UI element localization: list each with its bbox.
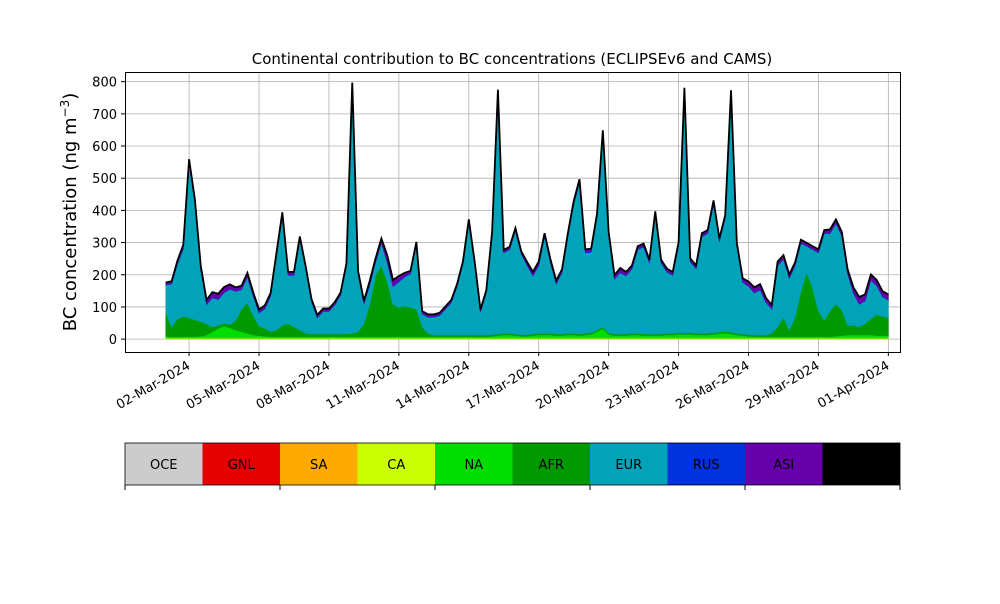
x-tick-label: 01-Apr-2024	[815, 358, 892, 411]
x-ticks: 02-Mar-202405-Mar-202408-Mar-202411-Mar-…	[114, 352, 892, 413]
legend-label-na: NA	[464, 458, 483, 473]
chart-title: Continental contribution to BC concentra…	[252, 50, 773, 68]
x-tick-label: 20-Mar-2024	[534, 358, 613, 412]
x-tick-label: 11-Mar-2024	[324, 358, 403, 412]
legend-label-eur: EUR	[615, 458, 642, 473]
legend-label-gnl: GNL	[228, 458, 256, 473]
y-tick-label: 400	[92, 204, 117, 219]
x-tick-label: 29-Mar-2024	[743, 358, 822, 412]
colorbar-legend: OCE GNL SA CA NA AFR EUR RUS ASI AUS	[125, 443, 900, 490]
legend-label-ca: CA	[387, 458, 405, 473]
y-tick-label: 600	[92, 140, 117, 155]
legend-label-sa: SA	[310, 458, 327, 473]
y-tick-label: 700	[92, 108, 117, 123]
y-axis-label-main: BC concentration (ng m	[60, 117, 81, 331]
x-tick-label: 08-Mar-2024	[254, 358, 333, 412]
y-tick-label: 100	[92, 301, 117, 316]
series-areas	[166, 83, 889, 340]
y-tick-label: 200	[92, 269, 117, 284]
y-tick-label: 0	[109, 333, 117, 348]
y-axis-label-close: )	[60, 93, 81, 100]
y-axis-label: BC concentration (ng m−3)	[58, 93, 81, 332]
x-tick-label: 23-Mar-2024	[603, 358, 682, 412]
y-axis-label-exponent: −3	[58, 100, 72, 118]
x-tick-label: 05-Mar-2024	[184, 358, 263, 412]
y-tick-label: 300	[92, 237, 117, 252]
x-tick-label: 14-Mar-2024	[394, 358, 473, 412]
x-tick-label: 26-Mar-2024	[673, 358, 752, 412]
legend-label-afr: AFR	[539, 458, 564, 473]
y-ticks: 0 100 200 300 400 500 600 700 800	[92, 76, 125, 348]
legend-label-aus: AUS	[848, 458, 875, 473]
x-tick-label: 02-Mar-2024	[114, 358, 193, 412]
legend-label-oce: OCE	[150, 458, 178, 473]
legend-label-asi: ASI	[773, 458, 794, 473]
y-tick-label: 800	[92, 76, 117, 91]
x-tick-label: 17-Mar-2024	[464, 358, 543, 412]
legend-label-rus: RUS	[693, 458, 720, 473]
y-tick-label: 500	[92, 172, 117, 187]
